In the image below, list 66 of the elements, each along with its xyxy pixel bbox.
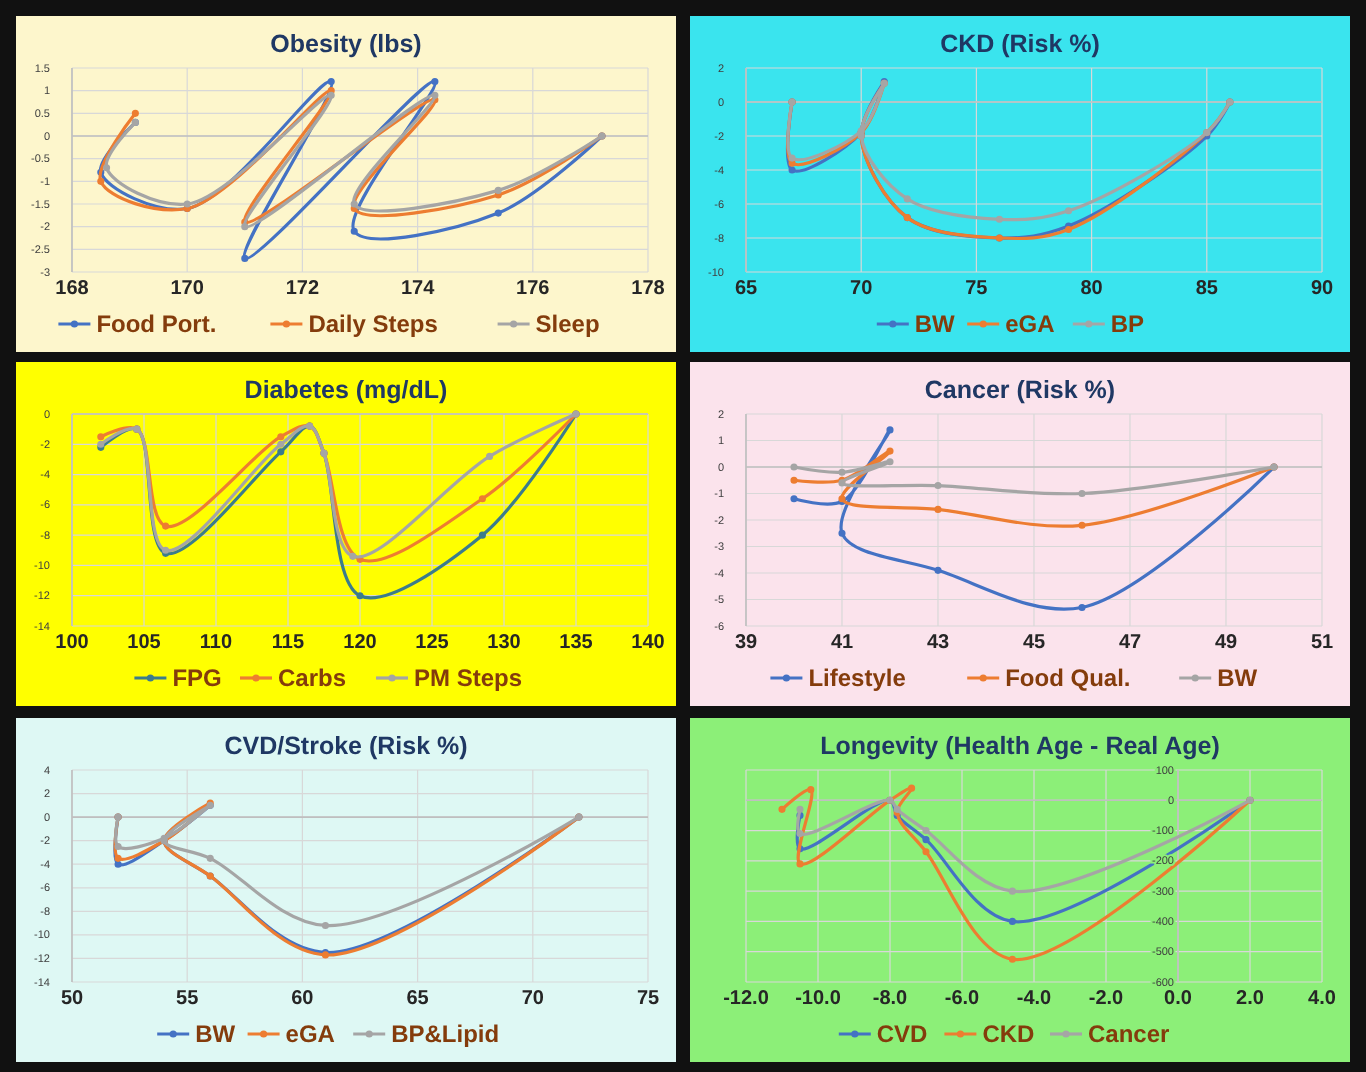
x-tick-label: 47 [1118, 632, 1142, 654]
x-tick-label: 60 [291, 988, 315, 1010]
x-tick-label: -8.0 [872, 988, 909, 1010]
legend-label: BW [1217, 664, 1259, 692]
x-tick-label: 70 [521, 988, 545, 1010]
x-tick-label: 130 [487, 632, 522, 654]
x-tick-label: 135 [559, 632, 594, 654]
x-tick-label: -12.0 [723, 988, 770, 1010]
legend-label: Sleep [535, 310, 600, 338]
x-tick-label: 75 [965, 278, 989, 300]
chart-title: CKD (Risk %) [940, 30, 1100, 58]
x-tick-label: 174 [400, 278, 436, 300]
x-tick-label: 140 [631, 632, 666, 654]
legend-label: eGA [285, 1020, 336, 1048]
x-tick-label: 65 [406, 988, 430, 1010]
x-tick-label: 0.0 [1164, 988, 1193, 1010]
legend-label: BW [195, 1020, 237, 1048]
x-tick-label: -10.0 [795, 988, 842, 1010]
chart-title: Diabetes (mg/dL) [244, 376, 448, 404]
x-tick-label: -2.0 [1088, 988, 1125, 1010]
legend-label: CKD [982, 1020, 1036, 1048]
x-tick-label: 51 [1310, 632, 1334, 654]
x-tick-label: 178 [631, 278, 666, 300]
legend-label: Daily Steps [308, 310, 439, 338]
x-tick-label: -6.0 [944, 988, 981, 1010]
x-tick-label: 55 [176, 988, 200, 1010]
chart-title: Cancer (Risk %) [924, 376, 1116, 404]
legend-label: Carbs [278, 664, 347, 692]
x-tick-label: 85 [1195, 278, 1219, 300]
x-tick-label: 50 [60, 988, 84, 1010]
legend-label: FPG [172, 664, 222, 692]
legend-label: BW [914, 310, 957, 338]
x-tick-label: 49 [1214, 632, 1238, 654]
x-tick-label: 2.0 [1236, 988, 1265, 1010]
x-tick-label: 125 [415, 632, 450, 654]
x-tick-label: 39 [734, 632, 758, 654]
legend-label: BP&Lipid [391, 1020, 500, 1048]
legend-label: CVD [876, 1020, 929, 1048]
chart-title: Obesity (lbs) [270, 30, 422, 58]
x-tick-label: 105 [127, 632, 162, 654]
chart-title: CVD/Stroke (Risk %) [224, 732, 468, 760]
x-tick-label: 176 [516, 278, 551, 300]
x-tick-label: 41 [830, 632, 854, 654]
x-tick-label: 172 [285, 278, 320, 300]
legend-label: Food Qual. [1005, 664, 1131, 692]
x-tick-label: 168 [55, 278, 90, 300]
legend-label: PM Steps [414, 664, 523, 692]
x-tick-label: 170 [170, 278, 205, 300]
x-tick-label: 80 [1080, 278, 1104, 300]
x-tick-label: 70 [850, 278, 874, 300]
x-tick-label: 45 [1022, 632, 1046, 654]
legend-label: eGA [1005, 310, 1056, 338]
legend-label: Food Port. [96, 310, 217, 338]
chart-title: Longevity (Health Age - Real Age) [820, 732, 1220, 760]
legend-label: BP [1110, 310, 1145, 338]
x-tick-label: 90 [1310, 278, 1334, 300]
x-tick-label: 65 [734, 278, 758, 300]
x-tick-label: 115 [271, 632, 305, 654]
x-tick-label: 4.0 [1308, 988, 1337, 1010]
x-tick-label: 110 [199, 632, 233, 654]
x-tick-label: -4.0 [1016, 988, 1053, 1010]
x-tick-label: 120 [343, 632, 378, 654]
x-tick-label: 43 [926, 632, 950, 654]
x-tick-label: 75 [636, 988, 660, 1010]
legend-label: Lifestyle [808, 664, 907, 692]
legend-label: Cancer [1088, 1020, 1171, 1048]
